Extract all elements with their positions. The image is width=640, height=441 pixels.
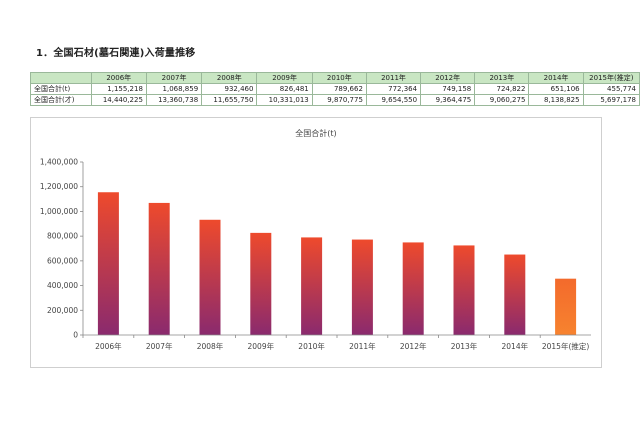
table-cell: 13,360,738 — [145, 94, 203, 106]
table-cell: 932,460 — [201, 83, 258, 95]
table-cell: 1,068,859 — [145, 83, 203, 95]
y-tick-label: 600,000 — [47, 256, 78, 265]
table-column-header: 2006年 — [90, 72, 147, 84]
table-cell: 8,138,825 — [528, 94, 584, 106]
bar — [555, 278, 577, 335]
table-cell: 651,106 — [528, 83, 584, 95]
table-cell: 455,774 — [582, 83, 640, 95]
table-row-label: 全国合計(才) — [30, 94, 92, 106]
table-cell: 9,060,275 — [474, 94, 530, 106]
table-column-header: 2012年 — [420, 72, 476, 84]
x-tick-label: 2009年 — [248, 341, 275, 351]
x-tick-label: 2013年 — [451, 341, 478, 351]
x-tick-label: 2008年 — [197, 341, 224, 351]
table-column-header: 2013年 — [474, 72, 530, 84]
table-cell: 10,331,013 — [256, 94, 313, 106]
chart-area: 全国合計(t) 0 200,000 400,000 600,000 800,000 1,0… — [30, 117, 602, 368]
table-column-header: 2015年(推定) — [582, 72, 640, 84]
table-column-header: 2009年 — [256, 72, 313, 84]
table-cell: 789,662 — [311, 83, 367, 95]
table-column-header: 2014年 — [528, 72, 584, 84]
x-tick-label: 2011年 — [349, 341, 376, 351]
table-cell: 826,481 — [256, 83, 313, 95]
x-tick-label: 2012年 — [400, 341, 427, 351]
bar — [504, 254, 526, 335]
table-corner-cell — [30, 72, 92, 84]
bar — [453, 245, 475, 335]
x-tick-label: 2015年(推定) — [542, 341, 590, 351]
x-tick-label: 2010年 — [298, 341, 325, 351]
x-tick-label: 2006年 — [95, 341, 122, 351]
y-tick-label: 400,000 — [47, 281, 78, 290]
bar — [199, 219, 221, 335]
table-cell: 9,364,475 — [420, 94, 476, 106]
table-column-header: 2007年 — [145, 72, 203, 84]
bar — [351, 239, 373, 335]
table-cell: 9,654,550 — [365, 94, 422, 106]
y-tick-label: 800,000 — [47, 232, 78, 241]
table-cell: 1,155,218 — [90, 83, 147, 95]
y-tick-label: 0 — [73, 331, 78, 340]
x-tick-label: 2007年 — [146, 341, 173, 351]
table-row-label: 全国合計(t) — [30, 83, 92, 95]
bar — [250, 232, 272, 335]
chart-title: 全国合計(t) — [295, 128, 336, 138]
table-column-header: 2010年 — [311, 72, 367, 84]
bar — [301, 237, 323, 335]
page-heading: 1．全国石材(墓石関連)入荷量推移 — [36, 48, 196, 59]
table-column-header: 2011年 — [365, 72, 422, 84]
table-cell: 724,822 — [474, 83, 530, 95]
data-table: 2006年 2007年 2008年 2009年 2010年 2011年 2012年 2013年… — [30, 72, 640, 106]
table-cell: 11,655,750 — [201, 94, 258, 106]
table-cell: 14,440,225 — [90, 94, 147, 106]
table-row: 全国合計(t) 1,155,218 1,068,859 932,460 826,481 7… — [30, 83, 640, 95]
y-tick-label: 1,000,000 — [40, 207, 78, 216]
table-cell: 772,364 — [365, 83, 422, 95]
y-tick-label: 1,200,000 — [40, 182, 78, 191]
table-row: 全国合計(才) 14,440,225 13,360,738 11,655,750 10,… — [30, 94, 640, 106]
bar — [97, 192, 119, 335]
bar — [402, 242, 424, 335]
table-header-row: 2006年 2007年 2008年 2009年 2010年 2011年 2012年 2013年… — [30, 72, 640, 84]
bar — [148, 202, 170, 335]
y-tick-label: 1,400,000 — [40, 158, 78, 167]
x-tick-label: 2014年 — [502, 341, 529, 351]
y-tick-label: 200,000 — [47, 306, 78, 315]
table-column-header: 2008年 — [201, 72, 258, 84]
table-cell: 9,870,775 — [311, 94, 367, 106]
table-cell: 5,697,178 — [582, 94, 640, 106]
table-cell: 749,158 — [420, 83, 476, 95]
bar-chart: 全国合計(t) 0 200,000 400,000 600,000 800,000 1,0… — [40, 128, 591, 351]
